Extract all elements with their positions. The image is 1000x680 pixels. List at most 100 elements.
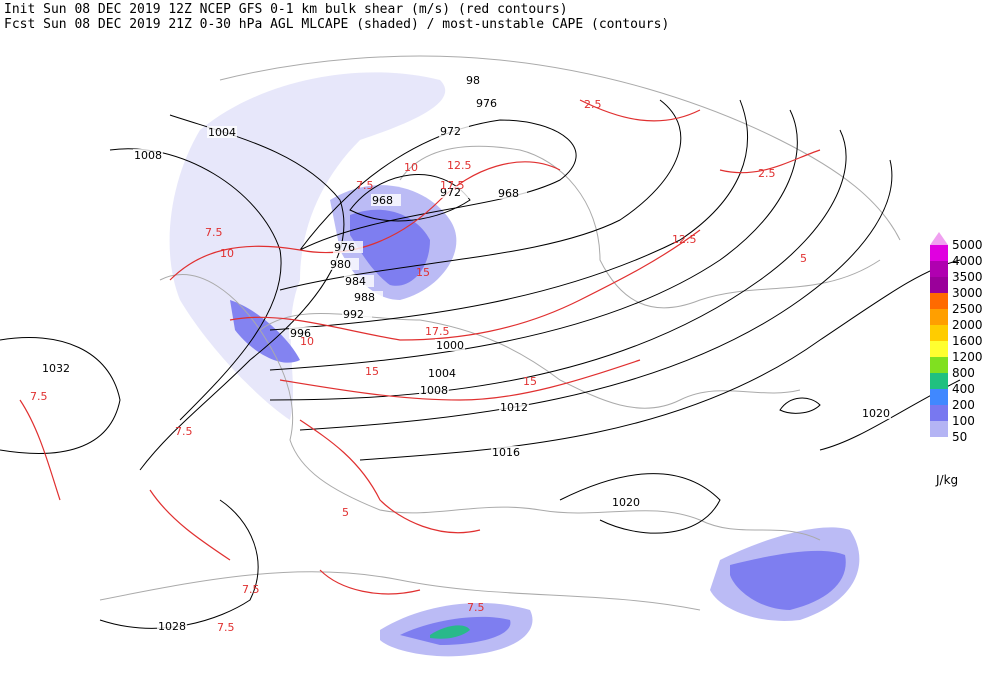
colorbar-label: 400 (952, 382, 975, 396)
isobar-label: 980 (330, 258, 351, 271)
isobar-label: 984 (345, 275, 366, 288)
colorbar-box (930, 405, 948, 421)
isobar-label: 1004 (428, 367, 456, 380)
shear-label: 12.5 (447, 159, 472, 172)
isobar-label: 992 (343, 308, 364, 321)
shear-label: 7.5 (242, 583, 260, 596)
label-bg (333, 241, 363, 253)
colorbar-box (930, 389, 948, 405)
shear-label: 7.5 (205, 226, 223, 239)
shear-label: 15 (365, 365, 379, 378)
shear-label: 17.5 (440, 179, 465, 192)
colorbar-box (930, 261, 948, 277)
isobar-label: 1008 (134, 149, 162, 162)
label-bg (207, 126, 237, 138)
colorbar-units: J/kg (935, 473, 958, 487)
label-bg (289, 327, 319, 339)
isobar-label: 976 (334, 241, 355, 254)
colorbar-label: 100 (952, 414, 975, 428)
label-bg (342, 308, 372, 320)
header-line: Fcst Sun 08 DEC 2019 21Z 0-30 hPa AGL ML… (4, 17, 669, 32)
colorbar-label: 1600 (952, 334, 983, 348)
shear-label: 7.5 (30, 390, 48, 403)
isobar-label: 1004 (208, 126, 236, 139)
colorbar-box (930, 421, 948, 437)
isobar-label: 98 (466, 74, 480, 87)
shear-label: 5 (342, 506, 349, 519)
isobar-label: 1008 (420, 384, 448, 397)
cape-shading (169, 72, 860, 657)
colorbar-label: 800 (952, 366, 975, 380)
colorbar-label: 50 (952, 430, 967, 444)
header-line: Init Sun 08 DEC 2019 12Z NCEP GFS 0-1 km… (4, 2, 568, 17)
label-bg (497, 187, 527, 199)
colorbar-label: 5000 (952, 238, 983, 252)
colorbar-box (930, 357, 948, 373)
isobar-label: 976 (476, 97, 497, 110)
isobar-label: 972 (440, 125, 461, 138)
label-bg (371, 194, 401, 206)
shear-label: 15 (416, 266, 430, 279)
colorbar-label: 200 (952, 398, 975, 412)
colorbar-label: 2000 (952, 318, 983, 332)
colorbar-label: 1200 (952, 350, 983, 364)
isobar-label: 988 (354, 291, 375, 304)
colorbar-triangle (930, 232, 948, 245)
label-bg (157, 620, 187, 632)
shear-label: 7.5 (356, 179, 374, 192)
colorbar-box (930, 309, 948, 325)
isobar-label: 968 (372, 194, 393, 207)
label-bg (344, 275, 374, 287)
label-bg (611, 496, 641, 508)
shear-label: 7.5 (467, 601, 485, 614)
label-bg (491, 446, 521, 458)
label-bg (329, 258, 359, 270)
colorbar-label: 2500 (952, 302, 983, 316)
shear-label: 2.5 (758, 167, 776, 180)
label-bg (419, 384, 449, 396)
shear-label: 15 (523, 375, 537, 388)
shear-label: 5 (800, 252, 807, 265)
isobar-label: 1020 (862, 407, 890, 420)
colorbar-box (930, 325, 948, 341)
isobar-label: 1032 (42, 362, 70, 375)
shear-label: 10 (300, 335, 314, 348)
shear-label: 2.5 (584, 98, 602, 111)
isobar-label: 996 (290, 327, 311, 340)
label-bg (475, 97, 505, 109)
isobar-label: 1016 (492, 446, 520, 459)
shear-label: 7.5 (175, 425, 193, 438)
isobars (0, 99, 961, 629)
isobar-label: 968 (498, 187, 519, 200)
shear-contours (19, 99, 821, 595)
isobar-label: 1012 (500, 401, 528, 414)
shear-label: 10 (220, 247, 234, 260)
label-bg (861, 407, 891, 419)
colorbar-label: 3500 (952, 270, 983, 284)
label-bg (439, 186, 469, 198)
colorbar: J/kg 5000 4000 3500 3000 2500 2000 1600 1200 800… (930, 232, 983, 487)
label-bg (133, 149, 163, 161)
shear-label: 12.5 (672, 233, 697, 246)
colorbar-label: 4000 (952, 254, 983, 268)
shear-label: 17.5 (425, 325, 450, 338)
label-bg (435, 339, 465, 351)
label-bg (465, 74, 495, 86)
isobar-label: 972 (440, 186, 461, 199)
label-bg (439, 125, 469, 137)
label-bg (353, 291, 383, 303)
colorbar-box (930, 245, 948, 261)
isobar-label: 1028 (158, 620, 186, 633)
colorbar-label: 3000 (952, 286, 983, 300)
colorbar-box (930, 293, 948, 309)
shear-label: 10 (404, 161, 418, 174)
isobar-label: 1000 (436, 339, 464, 352)
shear-label: 7.5 (217, 621, 235, 634)
colorbar-box (930, 277, 948, 293)
colorbar-box (930, 341, 948, 357)
label-bg (427, 367, 457, 379)
colorbar-box (930, 373, 948, 389)
label-bg (499, 401, 529, 413)
